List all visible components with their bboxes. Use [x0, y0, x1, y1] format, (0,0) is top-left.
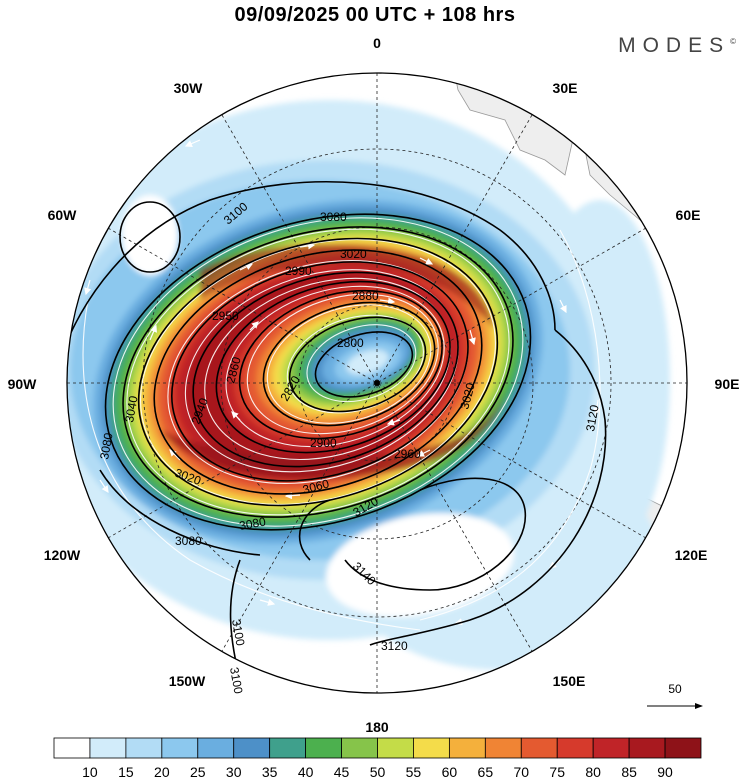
colorbar-tick-label: 90 — [657, 764, 673, 780]
colorbar-swatch — [448, 737, 486, 759]
colorbar-swatch — [197, 737, 235, 759]
map-title: 09/09/2025 00 UTC + 108 hrs — [234, 4, 516, 26]
longitude-labels: 0 30E 60E 90E 120E 150E 180 150W 120W 90… — [8, 35, 740, 735]
colorbar-swatch — [484, 737, 522, 759]
colorbar-swatch — [125, 737, 163, 759]
contour-label: 3080 — [320, 210, 347, 224]
colorbar-tick-label: 70 — [513, 764, 529, 780]
colorbar-swatch — [269, 737, 307, 759]
colorbar-swatch — [664, 737, 702, 759]
svg-text:50: 50 — [668, 682, 682, 696]
colorbar-tick-label: 35 — [262, 764, 278, 780]
colorbar-tick-label: 40 — [298, 764, 314, 780]
contour-label: 3060 — [301, 476, 331, 497]
contour-label: 3080 — [97, 431, 115, 460]
contour-label: 3080 — [238, 514, 267, 532]
colorbar-tick-label: 50 — [370, 764, 386, 780]
colorbar-swatch — [377, 737, 414, 759]
colorbar-swatch — [556, 737, 594, 759]
contour-label: 3080 — [175, 534, 202, 548]
colorbar-swatch — [628, 737, 666, 759]
colorbar-tick-label: 20 — [154, 764, 170, 780]
lon-label-150w: 150W — [169, 673, 206, 689]
colorbar-tick-label: 25 — [190, 764, 206, 780]
contour-label: 2990 — [285, 264, 312, 278]
lon-label-150e: 150E — [553, 673, 586, 689]
colorbar: 10 15 20 25 30 35 40 45 50 55 60 65 70 75 80 85 90 — [53, 737, 702, 780]
colorbar-swatch — [305, 737, 342, 759]
colorbar-tick-label: 15 — [118, 764, 134, 780]
lon-label-180: 180 — [365, 719, 389, 735]
contour-label: 3100 — [227, 666, 245, 695]
colorbar-swatch — [520, 737, 558, 759]
lon-label-30e: 30E — [553, 80, 578, 96]
lon-label-90e: 90E — [715, 376, 740, 392]
colorbar-tick-label: 75 — [549, 764, 565, 780]
colorbar-swatch — [53, 737, 91, 759]
colorbar-tick-label: 45 — [334, 764, 350, 780]
contour-label: 2860 — [223, 355, 244, 385]
lon-label-90w: 90W — [8, 376, 38, 392]
colorbar-swatch — [413, 737, 450, 759]
colorbar-swatch — [592, 737, 630, 759]
lon-label-30w: 30W — [174, 80, 204, 96]
contour-label: 2900 — [310, 436, 337, 450]
reference-vector: 50 — [647, 682, 703, 709]
map-border — [66, 72, 688, 694]
colorbar-swatch — [233, 737, 271, 759]
colorbar-tick-label: 80 — [585, 764, 601, 780]
lon-label-0: 0 — [373, 35, 381, 51]
contour-label: 3040 — [122, 394, 140, 423]
contour-label: 2800 — [337, 336, 364, 350]
contour-label: 3020 — [340, 247, 367, 261]
colorbar-swatch — [341, 737, 378, 759]
south-pole-marker — [374, 380, 380, 386]
colorbar-tick-label: 60 — [442, 764, 458, 780]
colorbar-swatch — [89, 737, 127, 759]
contour-label: 2950 — [212, 309, 239, 323]
colorbar-swatch — [161, 737, 199, 759]
height-contours — [67, 180, 607, 681]
colorbar-tick-label: 10 — [82, 764, 98, 780]
contour-label: 3120 — [583, 403, 601, 432]
contour-label: 3120 — [381, 639, 408, 653]
brand-logo: MODES© — [618, 34, 736, 57]
lon-label-60e: 60E — [676, 207, 701, 223]
contour-label: 2880 — [352, 289, 379, 303]
colorbar-tick-label: 85 — [621, 764, 637, 780]
contour-label: 3020 — [457, 381, 478, 411]
colorbar-tick-label: 55 — [406, 764, 422, 780]
lon-label-120e: 120E — [675, 547, 708, 563]
lon-label-60w: 60W — [48, 207, 78, 223]
colorbar-tick-label: 65 — [478, 764, 494, 780]
contour-label: 2960 — [394, 447, 421, 461]
lon-label-120w: 120W — [44, 547, 81, 563]
colorbar-tick-label: 30 — [226, 764, 242, 780]
contour-label: 3100 — [229, 618, 247, 647]
